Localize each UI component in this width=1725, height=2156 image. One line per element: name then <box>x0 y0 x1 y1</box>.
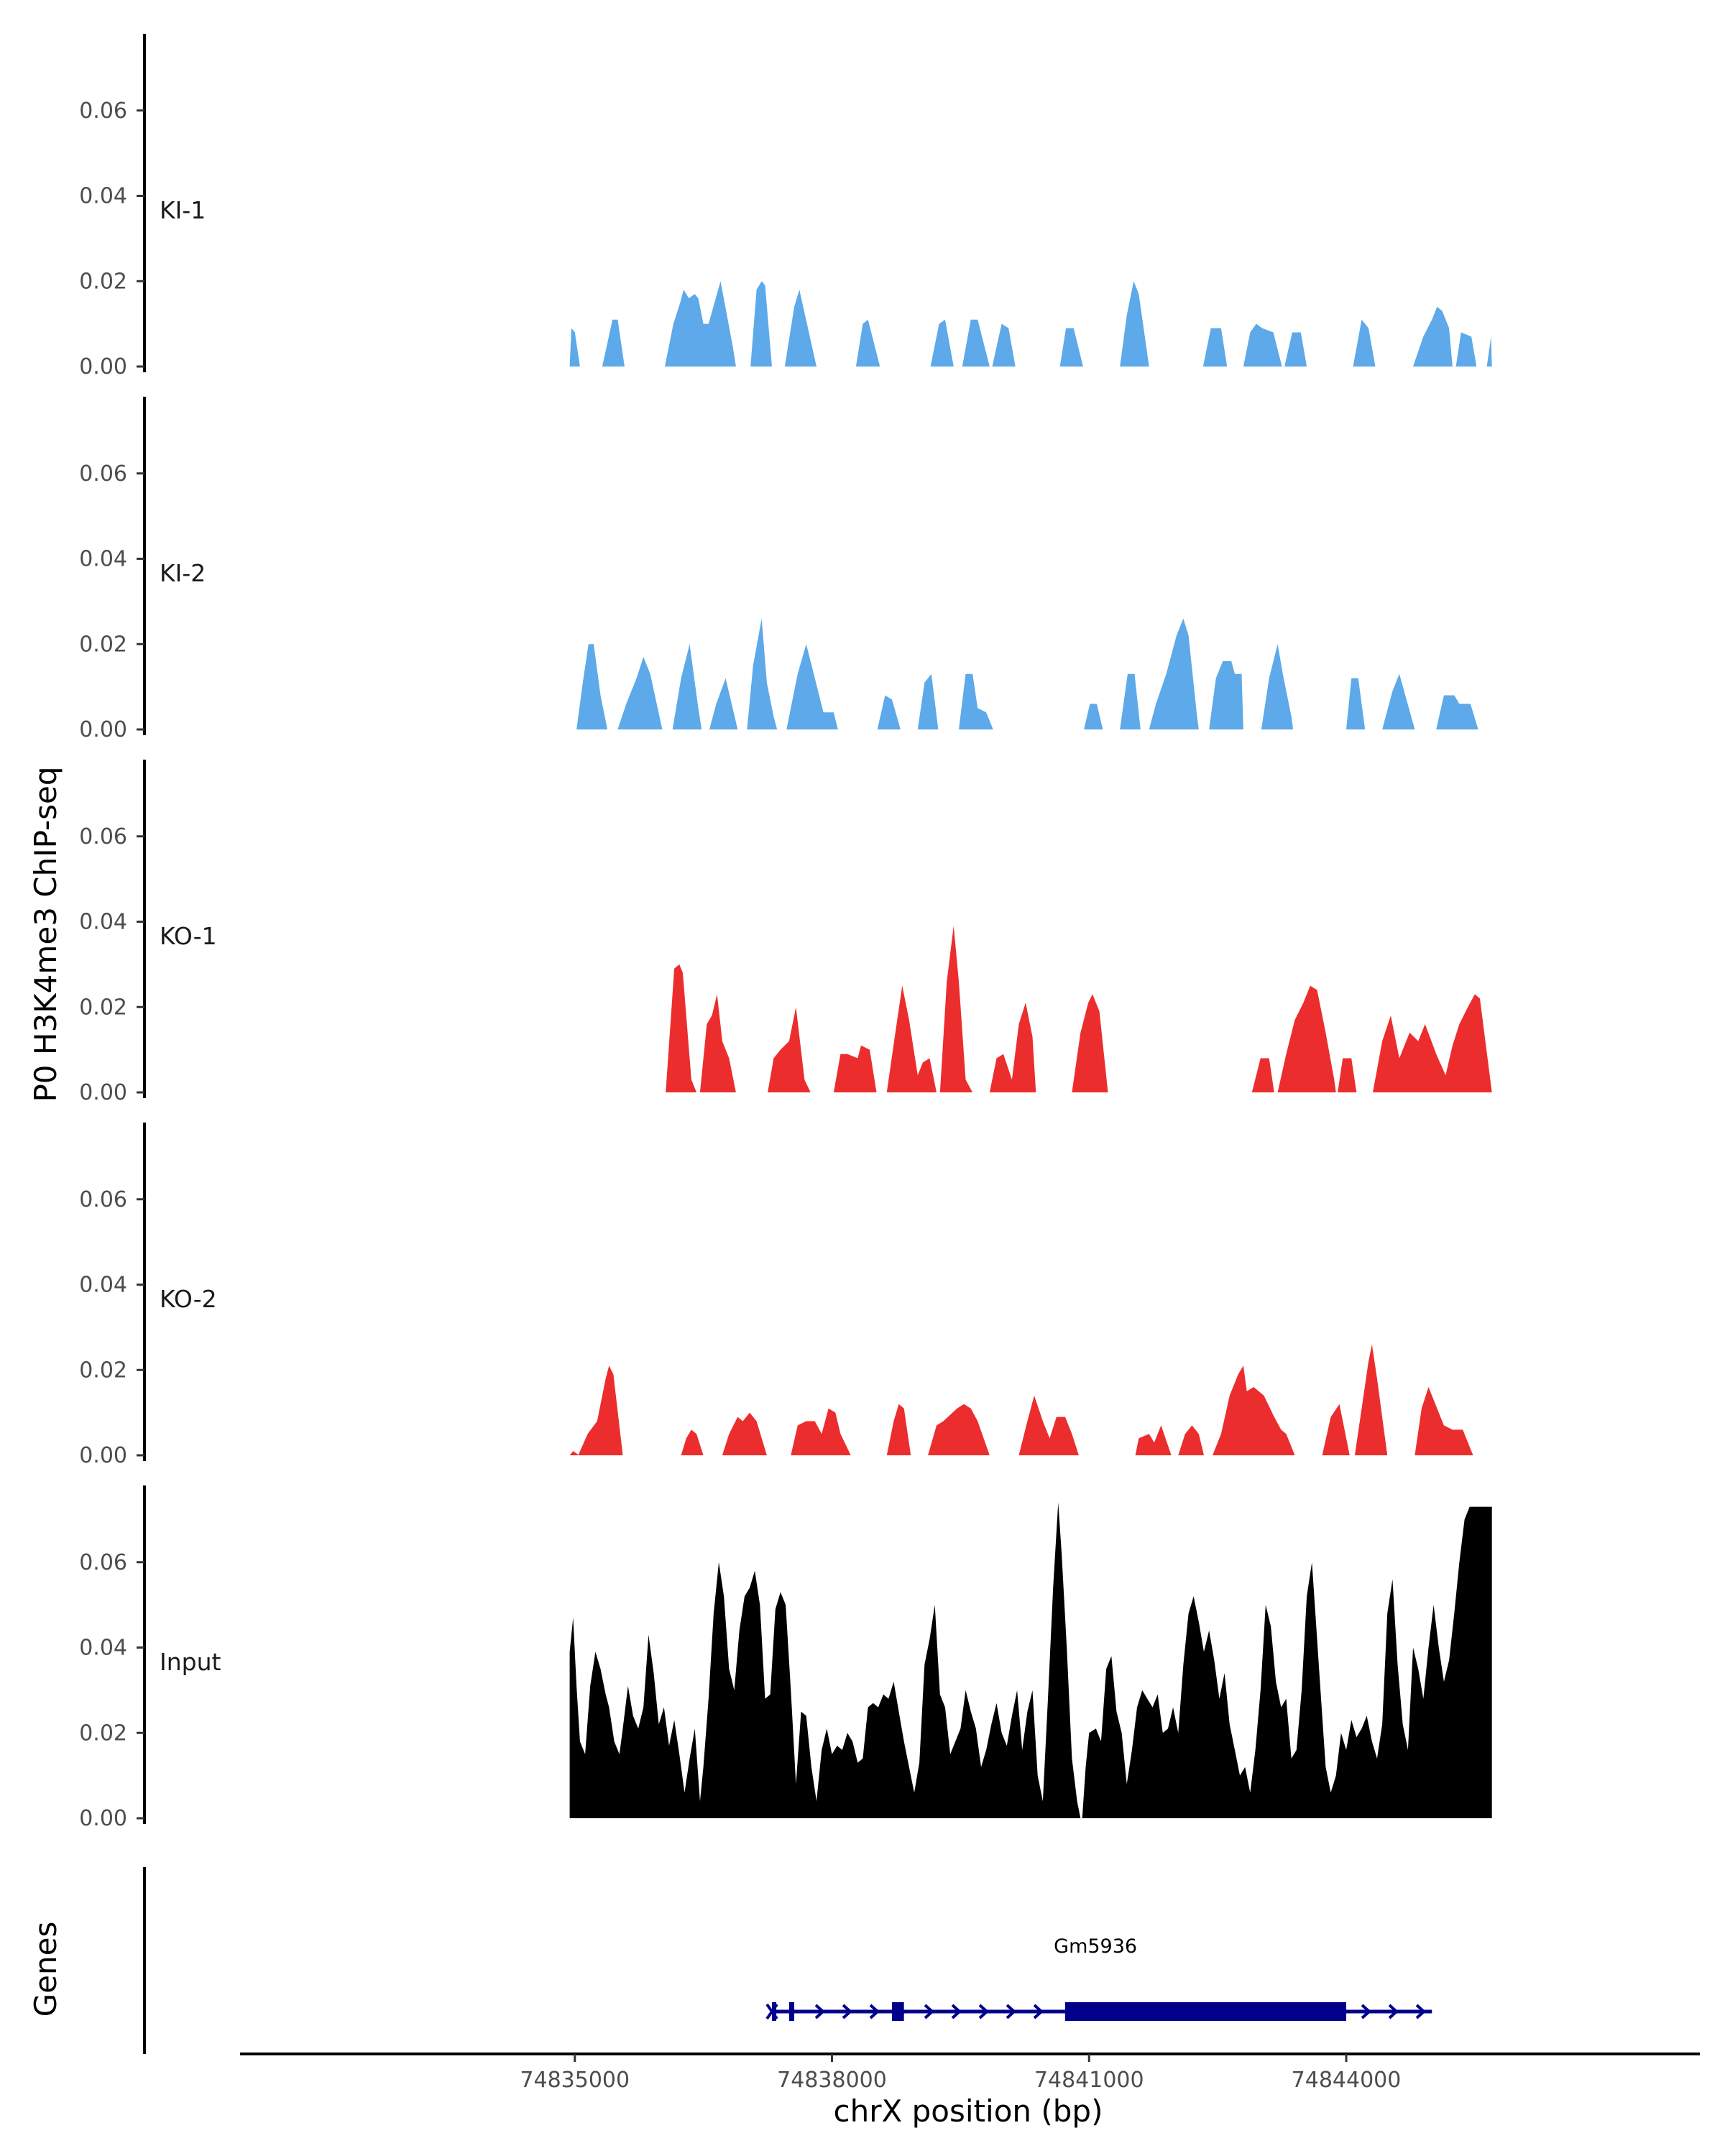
x-axis: 74835000 74838000 74841000 74844000 <box>240 2053 1700 2093</box>
track-input: 0.00 0.02 0.04 0.06 Input <box>79 1485 1492 1831</box>
y-tick-label: 0.04 <box>79 547 127 572</box>
signal-area-ko-2 <box>569 1344 1473 1455</box>
track-label-ko-2: KO-2 <box>160 1285 217 1313</box>
track-ko-2: 0.00 0.02 0.04 0.06 KO-2 <box>79 1123 1473 1468</box>
track-label-ko-1: KO-1 <box>160 922 217 950</box>
gene-name-label: Gm5936 <box>1054 1935 1137 1958</box>
y-tick-label: 0.06 <box>79 98 127 124</box>
gene-exon <box>788 2002 795 2021</box>
strand-arrow <box>1415 2004 1427 2019</box>
x-tick-label: 74835000 <box>520 2068 630 2093</box>
tracks: 0.00 0.02 0.04 0.06 KI-1 0.00 0.02 0.04 0.06 KI-2… <box>79 34 1492 1831</box>
y-axis-title: P0 H3K4me3 ChIP-seq <box>28 766 63 1102</box>
gene-exon <box>1064 2002 1346 2021</box>
x-tick-label: 74838000 <box>777 2068 887 2093</box>
strand-arrow <box>978 2004 990 2019</box>
gene-panel: Gm5936 <box>143 1867 1432 2054</box>
genes-axis-title: Genes <box>28 1922 63 2017</box>
y-tick-label: 0.00 <box>79 354 127 379</box>
strand-arrow <box>869 2004 880 2019</box>
track-ki-2: 0.00 0.02 0.04 0.06 KI-2 <box>79 397 1478 742</box>
y-tick-label: 0.06 <box>79 1550 127 1575</box>
y-tick-label: 0.04 <box>79 910 127 935</box>
track-ki-1: 0.00 0.02 0.04 0.06 KI-1 <box>79 34 1492 379</box>
signal-area-ki-2 <box>576 618 1478 729</box>
y-tick-label: 0.02 <box>79 632 127 657</box>
y-tick-label: 0.02 <box>79 1358 127 1383</box>
y-tick-label: 0.00 <box>79 1443 127 1468</box>
y-tick-label: 0.00 <box>79 717 127 742</box>
strand-arrow <box>951 2004 962 2019</box>
track-label-ki-1: KI-1 <box>160 196 206 224</box>
gene-exon <box>891 2002 904 2021</box>
y-tick-label: 0.02 <box>79 1720 127 1746</box>
strand-arrow <box>1033 2004 1044 2019</box>
y-tick-label: 0.04 <box>79 1636 127 1661</box>
signal-area-ko-1 <box>666 926 1492 1092</box>
y-tick-label: 0.00 <box>79 1080 127 1105</box>
strand-arrow <box>1388 2004 1399 2019</box>
gene-exon <box>772 2002 777 2021</box>
track-label-input: Input <box>160 1648 221 1676</box>
strand-arrow <box>1361 2004 1372 2019</box>
track-label-ki-2: KI-2 <box>160 559 206 587</box>
x-axis-title: chrX position (bp) <box>834 2093 1103 2129</box>
track-ko-1: 0.00 0.02 0.04 0.06 KO-1 <box>79 760 1492 1105</box>
y-tick-label: 0.04 <box>79 1273 127 1298</box>
y-tick-label: 0.04 <box>79 184 127 209</box>
y-tick-label: 0.02 <box>79 269 127 294</box>
strand-arrow <box>842 2004 853 2019</box>
y-tick-label: 0.06 <box>79 461 127 487</box>
y-tick-label: 0.02 <box>79 995 127 1020</box>
x-tick-label: 74841000 <box>1034 2068 1144 2093</box>
strand-arrow <box>814 2004 826 2019</box>
strand-arrow <box>924 2004 935 2019</box>
signal-area-ki-1 <box>569 281 1492 367</box>
y-tick-label: 0.00 <box>79 1806 127 1831</box>
strand-arrow <box>1006 2004 1017 2019</box>
y-tick-label: 0.06 <box>79 824 127 849</box>
y-tick-label: 0.06 <box>79 1187 127 1212</box>
signal-area-input <box>569 1502 1492 1818</box>
x-tick-label: 74844000 <box>1292 2068 1402 2093</box>
